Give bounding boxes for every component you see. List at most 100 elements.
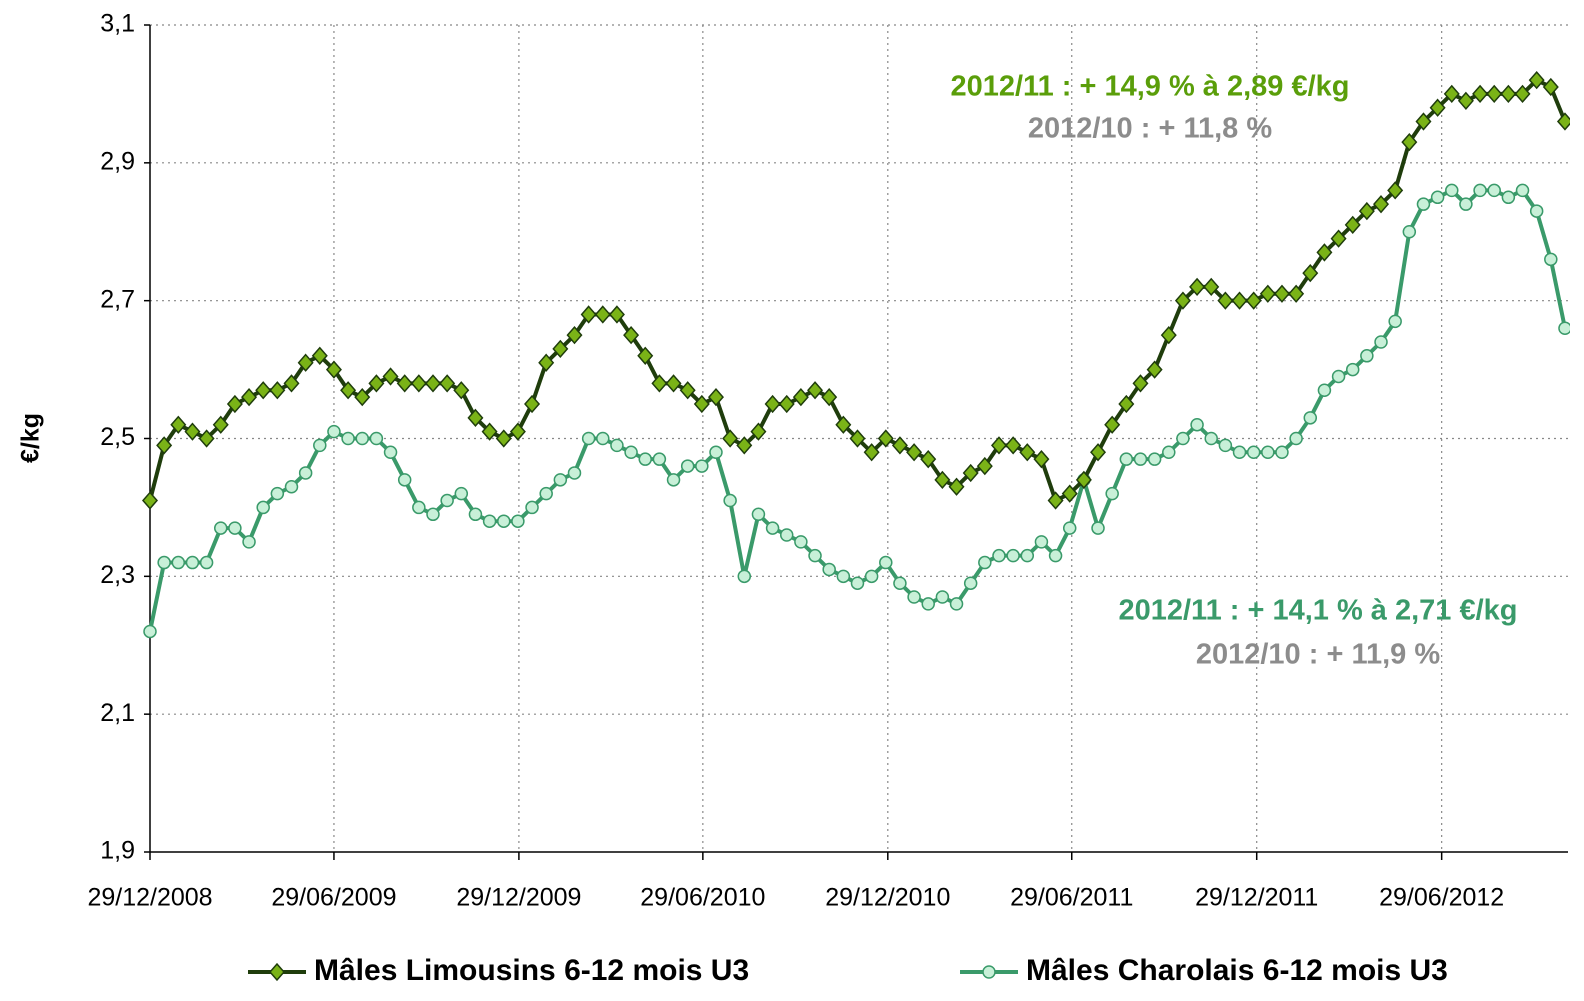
marker — [397, 473, 412, 487]
marker — [539, 486, 553, 501]
marker — [171, 555, 186, 570]
marker — [269, 381, 286, 400]
marker — [779, 528, 794, 542]
plot-area — [142, 70, 1570, 639]
annotation: 2012/10 : + 11,8 % — [1028, 113, 1272, 145]
marker — [538, 353, 555, 372]
marker — [850, 576, 865, 590]
marker — [935, 590, 950, 604]
marker — [1515, 183, 1530, 198]
marker — [808, 548, 822, 563]
marker — [156, 436, 173, 455]
marker — [877, 429, 894, 448]
marker — [368, 374, 385, 393]
marker — [1075, 470, 1092, 489]
marker — [1006, 548, 1020, 563]
marker — [1344, 215, 1361, 234]
marker — [1330, 229, 1347, 248]
marker — [396, 374, 413, 393]
marker — [525, 500, 539, 515]
marker — [680, 459, 695, 473]
marker — [1203, 277, 1220, 297]
marker — [1090, 443, 1107, 462]
marker — [637, 346, 654, 365]
marker — [1459, 197, 1473, 211]
marker — [1373, 195, 1390, 214]
marker — [693, 394, 710, 414]
marker — [313, 438, 327, 453]
marker — [624, 445, 638, 460]
marker — [270, 486, 285, 501]
marker — [1246, 445, 1261, 460]
marker — [737, 569, 752, 584]
marker — [638, 452, 652, 466]
marker — [1528, 70, 1545, 90]
marker — [1047, 491, 1064, 510]
marker — [1275, 445, 1289, 460]
marker — [1132, 374, 1149, 393]
marker — [1176, 431, 1190, 446]
marker — [835, 415, 852, 434]
marker — [383, 445, 398, 460]
marker — [198, 429, 215, 448]
marker — [1514, 84, 1531, 104]
marker — [1005, 436, 1022, 455]
marker — [1190, 417, 1204, 432]
marker — [1358, 201, 1375, 221]
marker — [1487, 183, 1501, 198]
marker — [863, 443, 880, 462]
marker — [1316, 243, 1333, 262]
marker — [990, 436, 1007, 455]
marker — [255, 381, 272, 400]
marker — [354, 388, 371, 407]
marker — [327, 424, 341, 439]
marker — [679, 381, 696, 400]
marker — [1302, 263, 1319, 283]
marker — [468, 507, 483, 522]
marker — [822, 562, 836, 577]
marker — [1556, 112, 1570, 131]
marker — [1218, 438, 1233, 453]
marker — [412, 500, 426, 515]
annotation: 2012/10 : + 11,9 % — [1196, 639, 1440, 671]
marker — [879, 555, 893, 570]
marker — [157, 555, 171, 570]
x-tick-label: 29/06/2011 — [1010, 884, 1133, 912]
marker — [794, 535, 808, 549]
marker — [1500, 84, 1517, 104]
marker — [1147, 452, 1162, 466]
x-tick-label: 29/06/2010 — [640, 884, 765, 912]
marker — [325, 360, 342, 379]
marker — [1245, 291, 1262, 310]
marker — [666, 473, 681, 487]
legend-label: Mâles Charolais 6-12 mois U3 — [1026, 954, 1448, 987]
marker — [723, 493, 737, 508]
marker — [256, 500, 270, 515]
marker — [722, 429, 739, 448]
marker — [1019, 443, 1036, 462]
marker — [764, 394, 781, 414]
annotation: 2012/11 : + 14,9 % à 2,89 €/kg — [950, 71, 1349, 103]
marker — [864, 569, 879, 584]
marker — [807, 381, 824, 400]
marker — [424, 374, 441, 393]
marker — [1473, 183, 1487, 198]
marker — [992, 548, 1006, 563]
marker — [426, 507, 440, 522]
marker — [707, 388, 724, 407]
marker — [652, 452, 667, 466]
y-tick-label: 3,1 — [100, 10, 135, 38]
y-axis-label: €/kg — [17, 413, 45, 463]
marker — [1119, 452, 1134, 466]
marker — [920, 450, 937, 469]
marker — [1061, 484, 1078, 503]
marker — [736, 436, 753, 455]
marker — [907, 590, 921, 604]
marker — [1048, 548, 1063, 563]
marker — [610, 438, 624, 453]
marker — [751, 507, 766, 522]
marker — [566, 325, 583, 345]
marker — [212, 415, 229, 434]
marker — [1387, 181, 1404, 200]
marker — [184, 422, 201, 441]
